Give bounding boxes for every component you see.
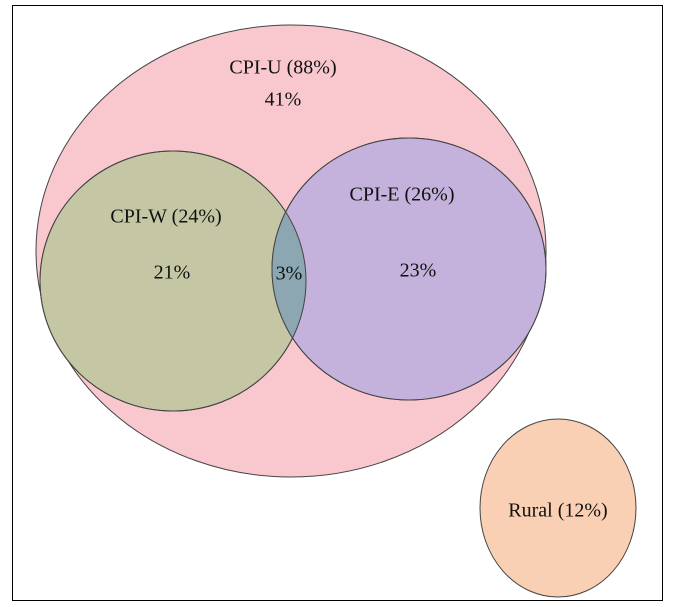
cpi-e-outline <box>271 137 547 401</box>
intersection-label: 3% <box>276 263 303 285</box>
set-label: CPI-E (26%) <box>350 184 455 206</box>
region-label: 23% <box>400 260 437 282</box>
cpi-w-outline <box>39 150 307 412</box>
region-label: 21% <box>154 262 191 284</box>
set-label: CPI-U (88%) <box>229 57 336 79</box>
rural-circle <box>479 418 637 598</box>
set-label: Rural (12%) <box>508 500 607 522</box>
set-label: CPI-W (24%) <box>110 206 221 228</box>
region-label: 41% <box>265 89 302 111</box>
